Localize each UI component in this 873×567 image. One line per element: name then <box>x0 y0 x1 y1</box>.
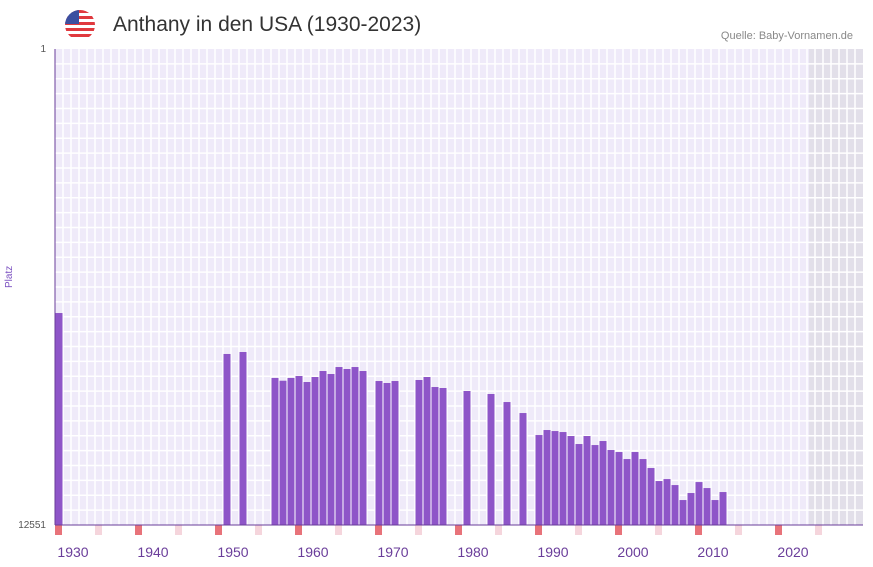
bar-1928 <box>55 313 63 525</box>
x-tick-label: 2020 <box>777 544 808 560</box>
x-tick-label: 1990 <box>537 544 568 560</box>
bar-2001 <box>639 459 647 525</box>
year-marker <box>655 525 662 535</box>
bar-1970 <box>391 381 399 525</box>
bar-1958 <box>295 376 303 525</box>
bar-2000 <box>631 452 639 525</box>
year-marker <box>255 525 262 535</box>
bar-1982 <box>487 393 495 525</box>
bar-2005 <box>671 485 679 525</box>
bar-1969 <box>383 382 391 525</box>
bar-1991 <box>559 432 567 525</box>
bar-1994 <box>583 436 591 525</box>
bar-1988 <box>535 435 543 525</box>
bar-1992 <box>567 436 575 525</box>
y-tick-label: 12551 <box>18 520 46 531</box>
bar-2003 <box>655 481 663 525</box>
x-tick-label: 1940 <box>137 544 168 560</box>
year-marker <box>175 525 182 535</box>
x-tick-label: 2000 <box>617 544 648 560</box>
year-marker <box>815 525 822 535</box>
year-marker <box>335 525 342 535</box>
bar-1966 <box>359 371 367 525</box>
bar-1957 <box>287 377 295 525</box>
bar-1963 <box>335 367 343 525</box>
y-tick-label: 1 <box>40 44 46 55</box>
source-link[interactable]: Quelle: Baby-Vornamen.de <box>720 30 853 42</box>
bar-1974 <box>423 377 431 525</box>
x-tick-label: 1980 <box>457 544 488 560</box>
bar-1960 <box>311 377 319 525</box>
bar-1976 <box>439 388 447 525</box>
bar-1997 <box>607 450 615 525</box>
x-tick-label: 1970 <box>377 544 408 560</box>
year-marker <box>295 525 302 535</box>
year-marker <box>535 525 542 535</box>
x-tick-label: 1930 <box>57 544 88 560</box>
bar-1975 <box>431 387 439 525</box>
bar-2006 <box>679 500 687 525</box>
year-marker <box>375 525 382 535</box>
bar-1965 <box>351 367 359 525</box>
bar-2004 <box>663 479 671 525</box>
bar-2002 <box>647 468 655 525</box>
bar-1999 <box>623 459 631 525</box>
year-marker <box>695 525 702 535</box>
page-title: Anthany in den USA (1930-2023) <box>113 13 422 36</box>
year-marker <box>455 525 462 535</box>
bar-1979 <box>463 390 471 525</box>
bar-1973 <box>415 380 423 525</box>
x-tick-label: 1950 <box>217 544 248 560</box>
bar-1984 <box>503 402 511 525</box>
year-marker <box>615 525 622 535</box>
bar-1993 <box>575 444 583 525</box>
year-marker <box>775 525 782 535</box>
bar-1961 <box>319 371 327 525</box>
year-marker <box>135 525 142 535</box>
bar-2009 <box>703 488 711 525</box>
x-tick-label: 1960 <box>297 544 328 560</box>
bar-1956 <box>279 380 287 525</box>
bar-2011 <box>719 492 727 525</box>
year-marker <box>95 525 102 535</box>
bar-1996 <box>599 441 607 525</box>
year-marker <box>415 525 422 535</box>
bar-1964 <box>343 369 351 525</box>
bar-2008 <box>695 482 703 525</box>
us-flag-icon <box>65 10 95 40</box>
bar-1962 <box>327 374 335 525</box>
bar-1968 <box>375 381 383 525</box>
x-tick-label: 2010 <box>697 544 728 560</box>
bar-1949 <box>223 353 231 525</box>
year-marker <box>55 525 62 535</box>
bar-1998 <box>615 452 623 525</box>
bar-1989 <box>543 430 551 525</box>
year-marker <box>575 525 582 535</box>
bar-2010 <box>711 500 719 525</box>
bar-1955 <box>271 377 279 525</box>
year-marker <box>495 525 502 535</box>
bar-1951 <box>239 352 247 525</box>
bar-1986 <box>519 413 527 525</box>
year-marker <box>735 525 742 535</box>
bar-1995 <box>591 445 599 525</box>
bar-2007 <box>687 493 695 525</box>
year-marker <box>215 525 222 535</box>
bar-1990 <box>551 431 559 525</box>
bar-1959 <box>303 382 311 525</box>
